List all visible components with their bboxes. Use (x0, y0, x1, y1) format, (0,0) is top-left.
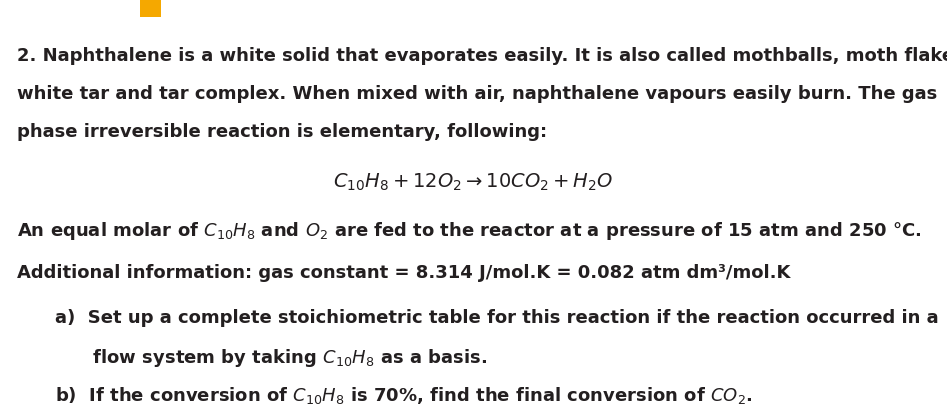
Text: Additional information: gas constant = 8.314 J/mol.K = 0.082 atm dm³/mol.K: Additional information: gas constant = 8… (17, 264, 791, 282)
Text: a)  Set up a complete stoichiometric table for this reaction if the reaction occ: a) Set up a complete stoichiometric tabl… (55, 309, 938, 327)
Text: An equal molar of $C_{10}H_8$ and $O_2$ are fed to the reactor at a pressure of : An equal molar of $C_{10}H_8$ and $O_2$ … (17, 220, 921, 242)
Text: 2. Naphthalene is a white solid that evaporates easily. It is also called mothba: 2. Naphthalene is a white solid that eva… (17, 47, 947, 66)
Text: b)  If the conversion of $C_{10}H_8$ is 70%, find the final conversion of $CO_2$: b) If the conversion of $C_{10}H_8$ is 7… (55, 385, 753, 406)
Text: phase irreversible reaction is elementary, following:: phase irreversible reaction is elementar… (17, 123, 547, 142)
Text: white tar and tar complex. When mixed with air, naphthalene vapours easily burn.: white tar and tar complex. When mixed wi… (17, 85, 938, 104)
Text: $C_{10}H_8 + 12O_2 \rightarrow 10CO_2 + H_2O$: $C_{10}H_8 + 12O_2 \rightarrow 10CO_2 + … (333, 172, 614, 193)
Text: flow system by taking $C_{10}H_8$ as a basis.: flow system by taking $C_{10}H_8$ as a b… (55, 347, 487, 368)
Bar (140, 0, 161, 17)
